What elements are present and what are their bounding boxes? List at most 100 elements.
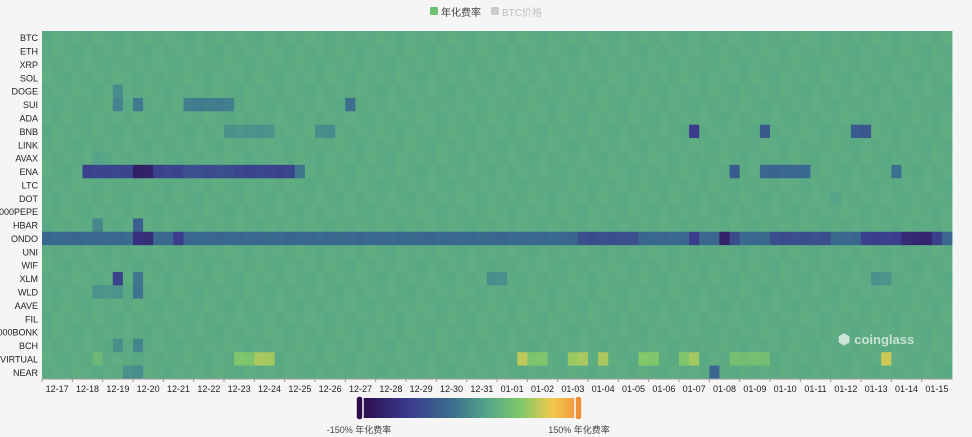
heatmap-cell[interactable] bbox=[122, 298, 134, 313]
heatmap-cell[interactable] bbox=[638, 191, 650, 206]
heatmap-cell[interactable] bbox=[92, 205, 104, 219]
heatmap-cell[interactable] bbox=[254, 84, 265, 99]
heatmap-cell[interactable] bbox=[395, 71, 407, 85]
heatmap-cell[interactable] bbox=[486, 57, 498, 72]
heatmap-cell[interactable] bbox=[355, 31, 366, 45]
heatmap-cell[interactable] bbox=[719, 124, 730, 139]
heatmap-cell[interactable] bbox=[507, 298, 518, 313]
heatmap-cell[interactable] bbox=[567, 84, 579, 99]
heatmap-cell[interactable] bbox=[122, 352, 134, 367]
heatmap-cell[interactable] bbox=[557, 285, 569, 300]
heatmap-cell[interactable] bbox=[577, 271, 589, 286]
heatmap-cell[interactable] bbox=[143, 178, 154, 193]
heatmap-cell[interactable] bbox=[72, 271, 83, 286]
heatmap-cell[interactable] bbox=[780, 31, 791, 45]
heatmap-cell[interactable] bbox=[213, 31, 225, 45]
heatmap-cell[interactable] bbox=[203, 124, 215, 139]
heatmap-cell[interactable] bbox=[153, 271, 164, 286]
heatmap-cell[interactable] bbox=[365, 31, 377, 45]
heatmap-cell[interactable] bbox=[52, 71, 63, 85]
heatmap-cell[interactable] bbox=[517, 258, 528, 273]
heatmap-cell[interactable] bbox=[921, 31, 933, 45]
heatmap-cell[interactable] bbox=[749, 352, 761, 367]
heatmap-cell[interactable] bbox=[759, 84, 771, 99]
heatmap-cell[interactable] bbox=[486, 352, 498, 367]
heatmap-cell[interactable] bbox=[335, 97, 346, 112]
heatmap-cell[interactable] bbox=[355, 338, 366, 353]
heatmap-cell[interactable] bbox=[446, 71, 457, 85]
heatmap-cell[interactable] bbox=[224, 325, 235, 340]
heatmap-cell[interactable] bbox=[931, 218, 943, 233]
heatmap-cell[interactable] bbox=[426, 325, 437, 340]
heatmap-cell[interactable] bbox=[52, 245, 63, 259]
heatmap-cell[interactable] bbox=[133, 71, 144, 85]
heatmap-cell[interactable] bbox=[668, 312, 680, 326]
heatmap-cell[interactable] bbox=[577, 205, 589, 219]
heatmap-cell[interactable] bbox=[527, 231, 538, 246]
heatmap-cell[interactable] bbox=[598, 178, 609, 193]
heatmap-cell[interactable] bbox=[557, 205, 569, 219]
heatmap-cell[interactable] bbox=[861, 245, 872, 259]
heatmap-cell[interactable] bbox=[648, 57, 660, 72]
heatmap-cell[interactable] bbox=[901, 178, 912, 193]
heatmap-cell[interactable] bbox=[426, 178, 437, 193]
heatmap-cell[interactable] bbox=[466, 312, 478, 326]
heatmap-cell[interactable] bbox=[112, 325, 124, 340]
heatmap-cell[interactable] bbox=[335, 298, 346, 313]
heatmap-cell[interactable] bbox=[507, 191, 518, 206]
heatmap-cell[interactable] bbox=[193, 178, 205, 193]
heatmap-cell[interactable] bbox=[830, 285, 842, 300]
heatmap-cell[interactable] bbox=[871, 57, 882, 72]
heatmap-cell[interactable] bbox=[426, 312, 437, 326]
heatmap-cell[interactable] bbox=[850, 245, 862, 259]
heatmap-cell[interactable] bbox=[749, 57, 761, 72]
heatmap-cell[interactable] bbox=[567, 338, 579, 353]
heatmap-cell[interactable] bbox=[567, 258, 579, 273]
heatmap-cell[interactable] bbox=[395, 271, 407, 286]
heatmap-cell[interactable] bbox=[537, 138, 548, 152]
heatmap-cell[interactable] bbox=[62, 352, 73, 367]
heatmap-cell[interactable] bbox=[770, 97, 781, 112]
heatmap-cell[interactable] bbox=[183, 191, 195, 206]
heatmap-cell[interactable] bbox=[891, 44, 902, 59]
heatmap-cell[interactable] bbox=[840, 312, 852, 326]
heatmap-cell[interactable] bbox=[668, 365, 680, 380]
heatmap-cell[interactable] bbox=[941, 138, 953, 152]
heatmap-cell[interactable] bbox=[183, 298, 195, 313]
heatmap-cell[interactable] bbox=[315, 97, 326, 112]
heatmap-cell[interactable] bbox=[416, 178, 427, 193]
heatmap-cell[interactable] bbox=[406, 365, 417, 380]
heatmap-cell[interactable] bbox=[537, 71, 548, 85]
heatmap-cell[interactable] bbox=[406, 71, 417, 85]
heatmap-cell[interactable] bbox=[416, 285, 427, 300]
heatmap-cell[interactable] bbox=[547, 298, 559, 313]
heatmap-cell[interactable] bbox=[749, 124, 761, 139]
heatmap-cell[interactable] bbox=[193, 218, 205, 233]
heatmap-cell[interactable] bbox=[881, 151, 892, 166]
heatmap-cell[interactable] bbox=[82, 31, 93, 45]
heatmap-cell[interactable] bbox=[770, 71, 781, 85]
heatmap-cell[interactable] bbox=[486, 84, 498, 99]
heatmap-cell[interactable] bbox=[173, 205, 184, 219]
heatmap-cell[interactable] bbox=[588, 338, 599, 353]
heatmap-cell[interactable] bbox=[881, 338, 892, 353]
heatmap-cell[interactable] bbox=[628, 298, 639, 313]
heatmap-cell[interactable] bbox=[325, 231, 336, 246]
heatmap-cell[interactable] bbox=[547, 97, 559, 112]
heatmap-cell[interactable] bbox=[547, 71, 559, 85]
heatmap-cell[interactable] bbox=[456, 138, 468, 152]
heatmap-cell[interactable] bbox=[72, 298, 83, 313]
heatmap-cell[interactable] bbox=[598, 31, 609, 45]
heatmap-cell[interactable] bbox=[42, 231, 53, 246]
heatmap-cell[interactable] bbox=[608, 298, 619, 313]
heatmap-cell[interactable] bbox=[193, 44, 205, 59]
heatmap-cell[interactable] bbox=[52, 84, 63, 99]
heatmap-cell[interactable] bbox=[820, 151, 832, 166]
heatmap-cell[interactable] bbox=[375, 352, 387, 367]
heatmap-cell[interactable] bbox=[133, 298, 144, 313]
heatmap-cell[interactable] bbox=[911, 57, 923, 72]
heatmap-cell[interactable] bbox=[507, 124, 518, 139]
heatmap-cell[interactable] bbox=[345, 44, 356, 59]
heatmap-cell[interactable] bbox=[537, 271, 548, 286]
heatmap-cell[interactable] bbox=[476, 231, 488, 246]
